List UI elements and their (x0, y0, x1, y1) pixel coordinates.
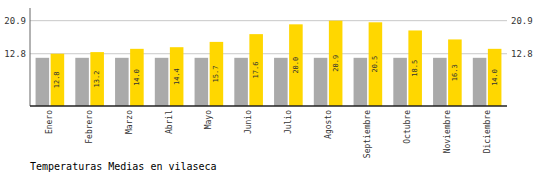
data-label: 18.5 (411, 60, 419, 77)
data-label: 13.2 (93, 71, 101, 88)
bar (210, 42, 224, 106)
y-tick-label-right: 20.9 (511, 16, 533, 26)
data-labels: 12.8 13.2 14.0 14.4 15.7 17.6 20.0 20.9 20.5 18.5… (53, 55, 498, 88)
chart-svg: 12.8 12.8 20.9 20.9 12.8 13.2 14.0 14.4 15.7 17.6… (0, 0, 537, 174)
data-label: 20.9 (332, 55, 340, 72)
x-tick-label: Febrero (85, 110, 94, 144)
x-tick-label: Octubre (403, 110, 412, 144)
grid-line (30, 20, 507, 21)
y-axis-line (30, 8, 31, 106)
y-tick-label: 20.9 (4, 16, 26, 26)
bar (354, 58, 368, 106)
bar (473, 58, 487, 106)
x-tick-label: Marzo (125, 110, 134, 134)
data-label: 15.7 (212, 66, 220, 83)
bar (433, 58, 447, 106)
bar (249, 34, 263, 106)
bar (408, 30, 422, 106)
y-tick-label-right: 12.8 (511, 49, 533, 59)
baseline (30, 105, 507, 107)
bar (369, 22, 383, 106)
data-label: 12.8 (53, 71, 61, 88)
x-tick-label: Diciembre (483, 110, 492, 154)
x-tick-label: Mayo (204, 110, 213, 129)
data-label: 16.3 (451, 64, 459, 81)
bar (75, 58, 89, 106)
grid (30, 21, 507, 54)
bar (90, 52, 104, 106)
bars (36, 21, 502, 106)
x-tick-label: Abril (165, 110, 174, 134)
bar (195, 58, 209, 106)
x-tick-label: Noviembre (443, 110, 452, 154)
x-tick-label: Septiembre (363, 110, 372, 158)
x-axis: Enero Febrero Marzo Abril Mayo Junio Julio Agos… (45, 110, 491, 158)
bar (314, 58, 328, 106)
bar (329, 21, 343, 106)
data-label: 20.5 (371, 56, 379, 73)
x-tick-label: Enero (45, 110, 54, 134)
bar (289, 24, 303, 106)
x-tick-label: Agosto (324, 110, 333, 139)
bar (234, 58, 248, 106)
data-label: 17.6 (252, 62, 260, 79)
bar (36, 58, 50, 106)
bar (170, 47, 184, 106)
bar (393, 58, 407, 106)
bar (448, 39, 462, 106)
bar (155, 58, 169, 106)
x-tick-label: Julio (284, 110, 293, 134)
bar (115, 58, 129, 106)
data-label: 20.0 (292, 57, 300, 74)
data-label: 14.0 (491, 69, 499, 86)
chart-container: 12.8 12.8 20.9 20.9 12.8 13.2 14.0 14.4 15.7 17.6… (0, 0, 537, 174)
bar (274, 58, 288, 106)
bar (488, 49, 502, 106)
bar (130, 49, 144, 106)
data-label: 14.0 (133, 69, 141, 86)
bar (51, 54, 65, 106)
y-tick-label: 12.8 (4, 49, 26, 59)
data-label: 14.4 (173, 68, 181, 85)
title: Temperaturas Medias en vilaseca (30, 161, 217, 172)
y-axis: 12.8 12.8 20.9 20.9 (4, 8, 532, 106)
x-tick-label: Junio (244, 110, 253, 134)
